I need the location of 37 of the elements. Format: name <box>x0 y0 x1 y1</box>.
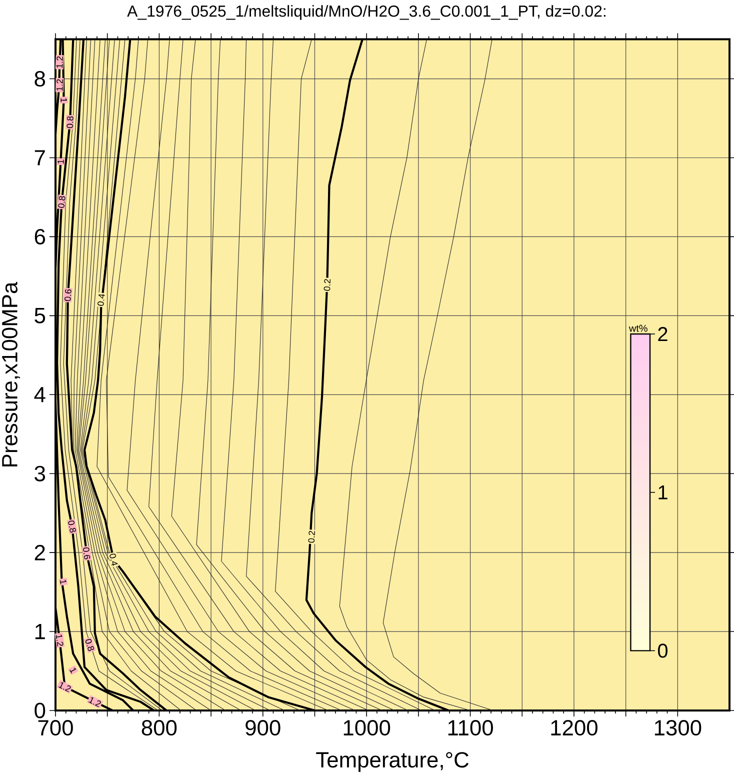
x-tick-label: 700 <box>38 720 73 736</box>
annotation: 0.8 <box>85 639 94 652</box>
annotation: 1 <box>70 668 76 674</box>
annotation: 1.2 <box>58 682 71 692</box>
annotation: 1.2 <box>88 697 101 708</box>
annotation: 0 <box>658 644 668 658</box>
y-tick-label: 4 <box>34 387 46 402</box>
annotation: 0.4 <box>110 554 118 566</box>
y-tick-label: 2 <box>34 544 45 560</box>
annotation: 0.8 <box>68 520 76 533</box>
chart-title: A_1976_0525_1/meltsliquid/MnO/H2O_3.6_C0.001_1_PT, dz=0.02: <box>127 5 606 20</box>
x-tick-label: 900 <box>246 720 280 736</box>
annotation: 0.8 <box>66 116 74 128</box>
annotation: 0.2 <box>308 531 316 543</box>
y-tick-label: 0 <box>34 702 46 718</box>
annotation: 1 <box>60 580 66 584</box>
x-tick-label: 1300 <box>654 720 702 736</box>
y-tick-label: 5 <box>34 308 46 324</box>
x-tick-label: 800 <box>142 720 177 736</box>
y-axis-title: Pressure,x100MPa <box>2 282 20 466</box>
y-tick-label: 1 <box>35 624 45 640</box>
y-tick-label: 8 <box>34 71 46 87</box>
annotation: 1 <box>658 486 668 500</box>
annotation: 1 <box>60 98 67 102</box>
annotation: 0.4 <box>98 294 105 306</box>
annotation: 1 <box>58 160 64 164</box>
annotation: 1.2 <box>56 634 64 646</box>
y-tick-label: 6 <box>34 228 46 244</box>
x-axis-title: Temperature,°C <box>316 752 469 772</box>
x-tick-label: 1100 <box>448 720 493 736</box>
annotation: wt% <box>628 324 648 332</box>
y-tick-label: 3 <box>34 466 46 482</box>
x-tick-label: 1200 <box>551 720 598 736</box>
annotation: 0.8 <box>58 196 66 208</box>
annotation: 2 <box>658 327 668 341</box>
x-tick-label: 1000 <box>344 720 390 736</box>
y-tick-label: 7 <box>34 150 45 166</box>
